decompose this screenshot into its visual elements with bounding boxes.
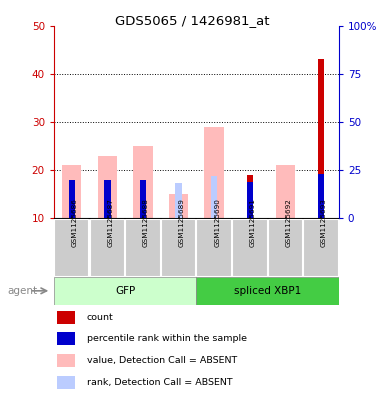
Bar [246, 182, 253, 218]
Bar [211, 176, 218, 218]
Text: GFP: GFP [115, 286, 135, 296]
Bar [246, 175, 253, 218]
Bar [232, 219, 266, 276]
Bar [196, 277, 339, 305]
Bar [54, 277, 196, 305]
Text: GSM1125693: GSM1125693 [321, 198, 327, 247]
Bar [69, 180, 75, 218]
Text: GSM1125687: GSM1125687 [107, 198, 113, 247]
Bar [97, 156, 117, 218]
Text: value, Detection Call = ABSENT: value, Detection Call = ABSENT [87, 356, 237, 365]
Text: spliced XBP1: spliced XBP1 [234, 286, 301, 296]
Bar [62, 165, 82, 218]
Bar [57, 354, 75, 367]
Bar [196, 219, 231, 276]
Bar [125, 219, 160, 276]
Bar [175, 184, 182, 218]
Bar [57, 311, 75, 324]
Bar [318, 59, 324, 218]
Text: GSM1125688: GSM1125688 [143, 198, 149, 247]
Bar [303, 219, 338, 276]
Bar [104, 180, 110, 218]
Text: GSM1125689: GSM1125689 [179, 198, 184, 247]
Bar [161, 219, 195, 276]
Text: GDS5065 / 1426981_at: GDS5065 / 1426981_at [115, 14, 270, 27]
Text: GSM1125690: GSM1125690 [214, 198, 220, 247]
Bar [57, 376, 75, 389]
Text: GSM1125692: GSM1125692 [285, 198, 291, 247]
Bar [133, 146, 153, 218]
Bar [90, 219, 124, 276]
Bar [318, 174, 324, 218]
Text: count: count [87, 313, 113, 322]
Bar [204, 127, 224, 218]
Text: agent: agent [8, 286, 38, 296]
Text: rank, Detection Call = ABSENT: rank, Detection Call = ABSENT [87, 378, 232, 387]
Bar [140, 180, 146, 218]
Bar [276, 165, 295, 218]
Bar [169, 194, 188, 218]
Bar [57, 332, 75, 345]
Text: GSM1125686: GSM1125686 [72, 198, 78, 247]
Text: percentile rank within the sample: percentile rank within the sample [87, 334, 247, 343]
Bar [268, 219, 302, 276]
Text: GSM1125691: GSM1125691 [250, 198, 256, 247]
Bar [54, 219, 89, 276]
